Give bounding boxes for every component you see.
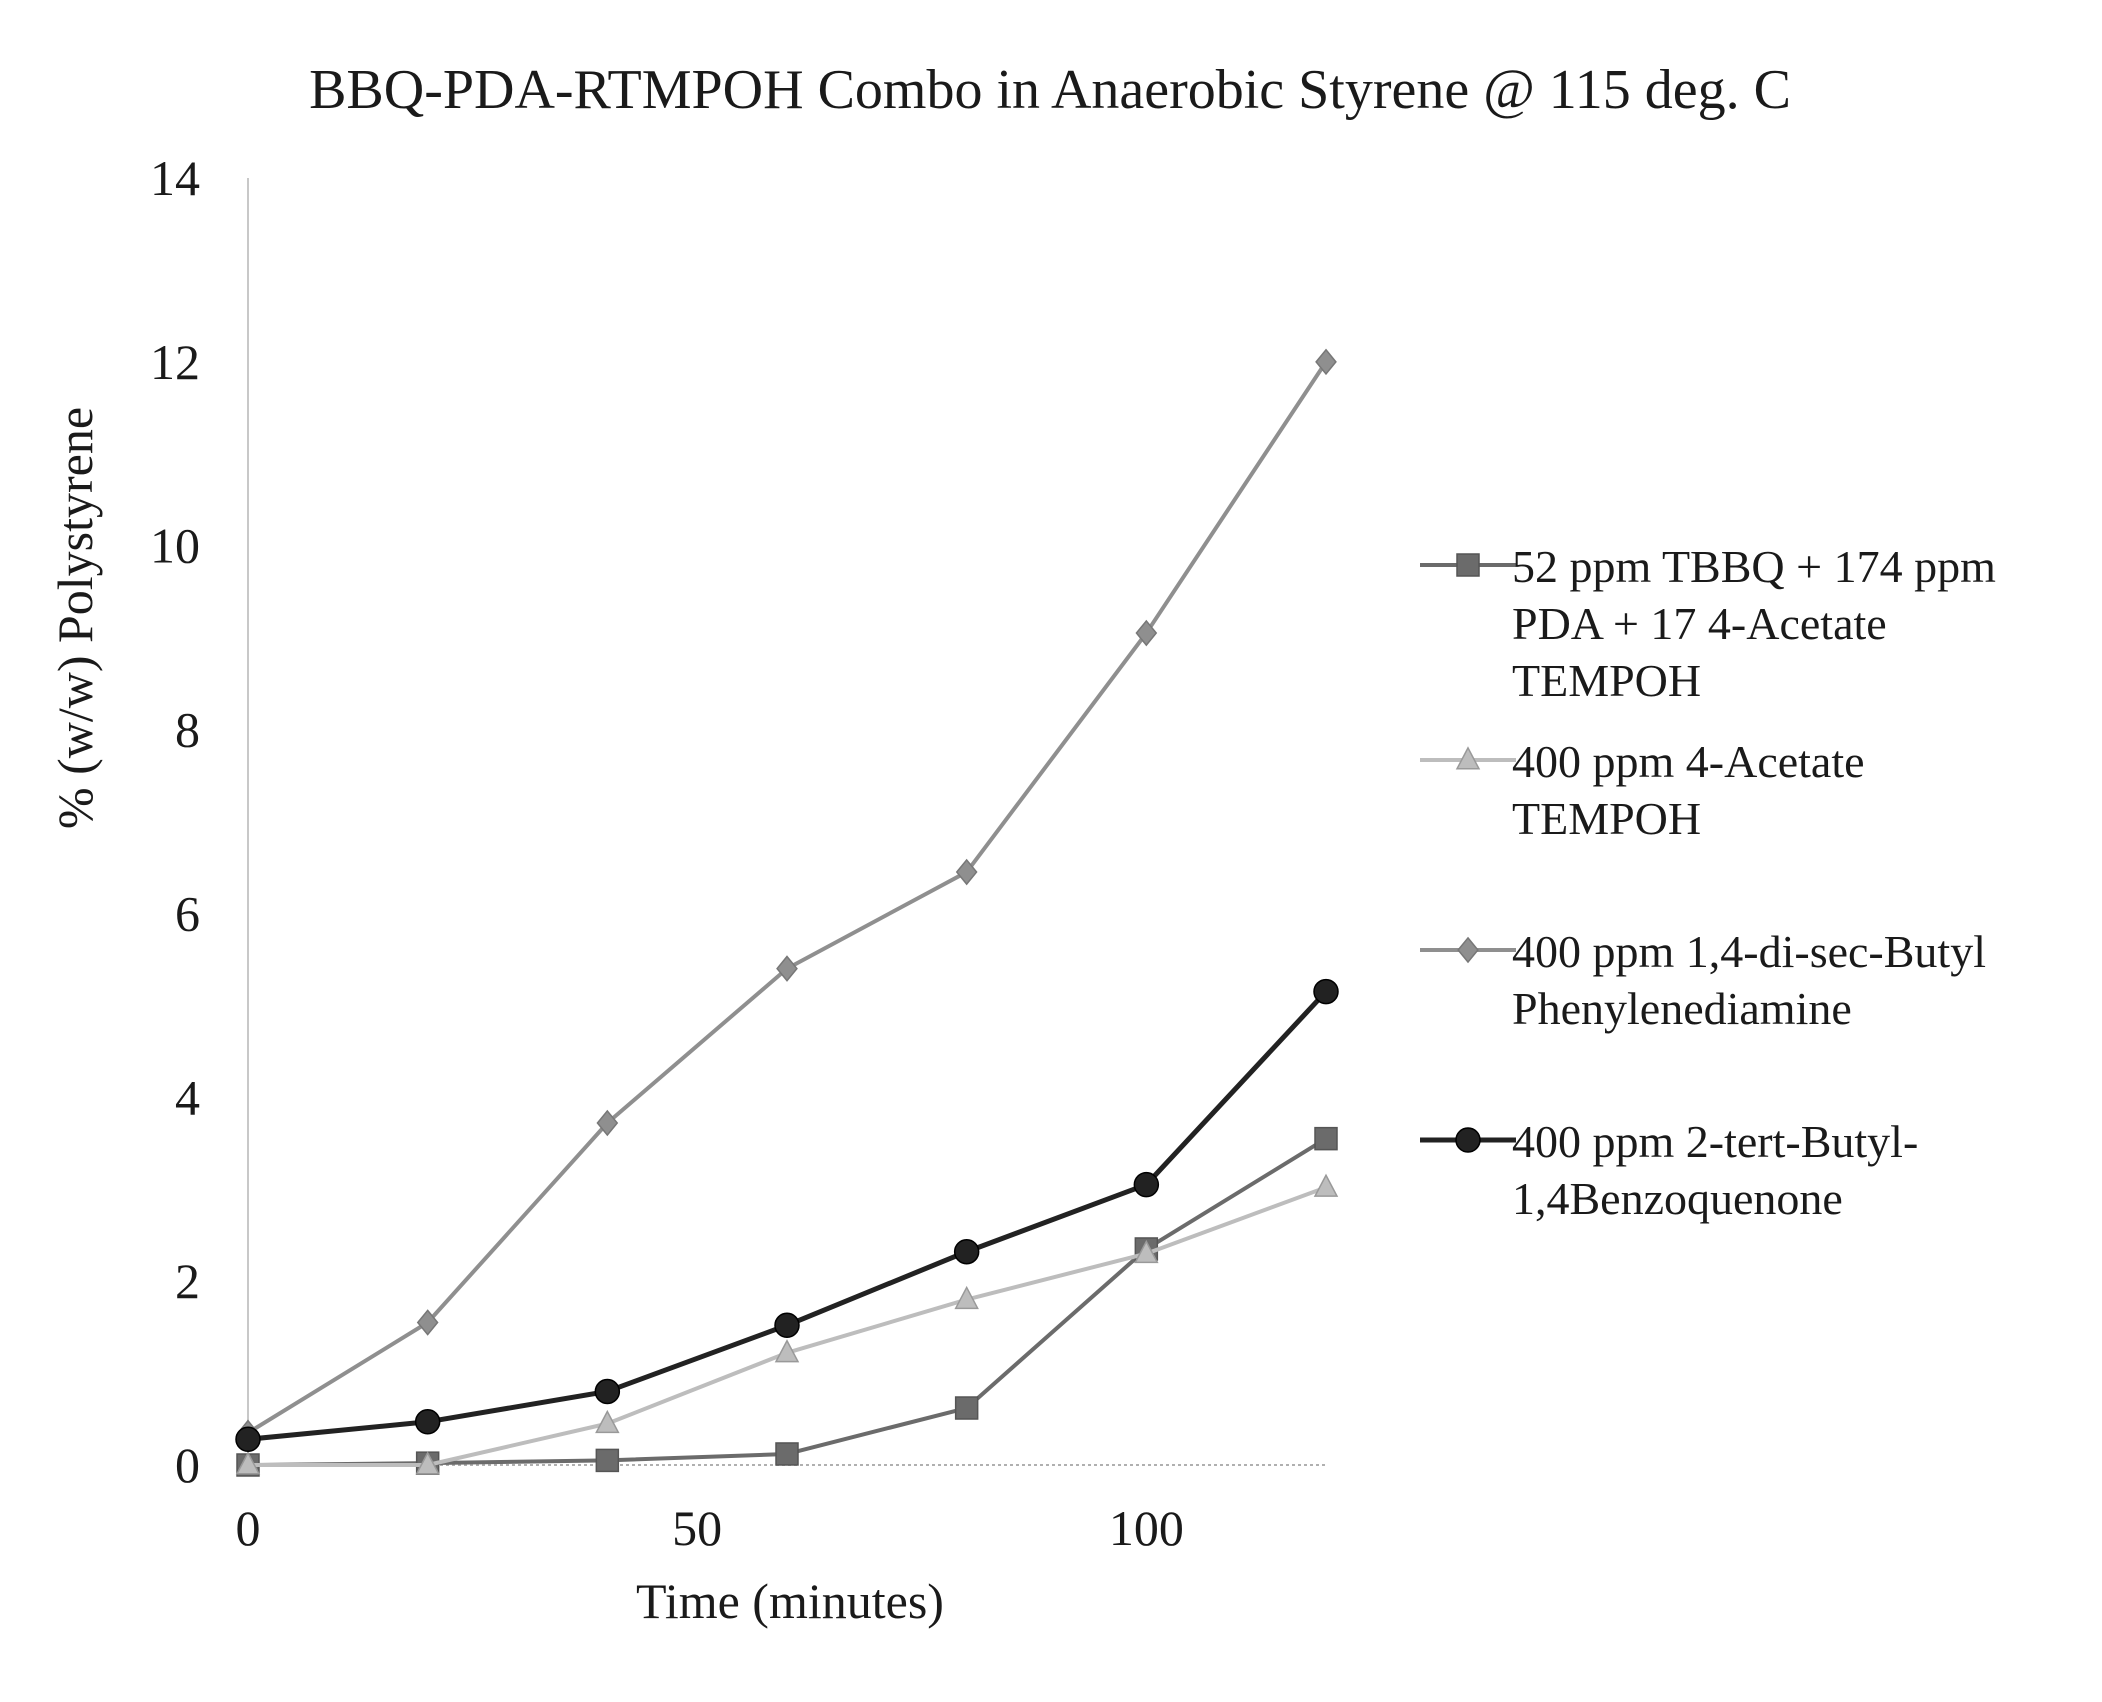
legend: 52 ppm TBBQ + 174 ppm PDA + 17 4-Acetate T…: [1420, 541, 1996, 1224]
series-line: [246, 360, 1328, 1435]
series-line: [247, 989, 1328, 1442]
legend-label: PDA + 17 4-Acetate: [1512, 598, 1887, 649]
legend-entry: 400 ppm 4-Acetate TEMPOH: [1420, 736, 1865, 844]
legend-entry: 400 ppm 1,4-di-sec-Butyl Phenylenediamine: [1420, 926, 1986, 1034]
legend-label: 400 ppm 1,4-di-sec-Butyl: [1512, 926, 1986, 977]
legend-label: TEMPOH: [1512, 793, 1701, 844]
data-point: [594, 1378, 621, 1405]
data-point: [954, 1285, 979, 1310]
legend-swatch-marker: [1457, 936, 1479, 964]
data-point: [774, 1312, 800, 1339]
legend-label: Phenylenediamine: [1512, 983, 1852, 1034]
legend-entry: 52 ppm TBBQ + 174 ppm PDA + 17 4-Acetate T…: [1420, 541, 1996, 706]
legend-label: 52 ppm TBBQ + 174 ppm: [1512, 541, 1996, 592]
data-point: [1315, 348, 1337, 376]
x-tick-labels: 0 50 100: [236, 1500, 1184, 1556]
data-point: [1314, 1126, 1338, 1151]
legend-swatch-marker: [1455, 746, 1481, 770]
data-point: [595, 1409, 620, 1434]
data-point: [954, 1396, 979, 1420]
y-tick-label: 10: [150, 518, 200, 574]
x-tick-label: 100: [1109, 1500, 1184, 1556]
legend-label: 1,4Benzoquenone: [1512, 1173, 1843, 1224]
data-point: [1313, 1173, 1339, 1197]
x-tick-label: 0: [236, 1500, 261, 1556]
series-diamond: [237, 348, 1337, 1447]
legend-swatch-marker: [1456, 553, 1480, 577]
data-point: [415, 1451, 440, 1475]
x-axis-label: Time (minutes): [636, 1573, 944, 1629]
data-point: [235, 1451, 261, 1475]
data-point: [775, 1442, 799, 1466]
series-triangle: [235, 1173, 1339, 1475]
y-tick-label: 12: [150, 334, 200, 390]
data-point: [1133, 1171, 1160, 1198]
y-tick-label: 4: [175, 1069, 200, 1125]
data-point: [955, 858, 978, 886]
y-tick-label: 8: [175, 702, 200, 758]
data-point: [235, 1426, 261, 1453]
axes: [247, 178, 1326, 1466]
data-point: [416, 1309, 439, 1336]
data-point: [595, 1448, 620, 1473]
legend-label: 400 ppm 2-tert-Butyl-: [1512, 1116, 1918, 1167]
legend-entry: 400 ppm 2-tert-Butyl- 1,4Benzoquenone: [1420, 1116, 1918, 1224]
series-layer: [235, 348, 1339, 1477]
data-point: [953, 1238, 980, 1265]
series-line: [247, 1136, 1328, 1467]
data-point: [1135, 619, 1158, 647]
legend-label: 400 ppm 4-Acetate: [1512, 736, 1865, 787]
y-tick-label: 2: [175, 1253, 200, 1309]
y-tick-label: 6: [175, 885, 200, 941]
legend-swatch-marker: [1455, 1127, 1481, 1153]
y-tick-label: 14: [150, 150, 200, 206]
y-axis-label: % (w/w) Polystyrene: [47, 407, 103, 829]
data-point: [776, 955, 798, 982]
data-point: [414, 1409, 441, 1435]
data-point: [1313, 978, 1339, 1005]
y-tick-labels: 0 2 4 6 8 10 12 14: [150, 150, 200, 1493]
series-circle: [235, 978, 1339, 1453]
data-point: [1134, 1239, 1159, 1264]
y-tick-label: 0: [175, 1437, 200, 1493]
x-tick-label: 50: [672, 1500, 722, 1556]
chart-title: BBQ-PDA-RTMPOH Combo in Anaerobic Styren…: [309, 59, 1791, 121]
data-point: [774, 1339, 800, 1363]
data-point: [596, 1109, 619, 1137]
legend-label: TEMPOH: [1512, 655, 1701, 706]
